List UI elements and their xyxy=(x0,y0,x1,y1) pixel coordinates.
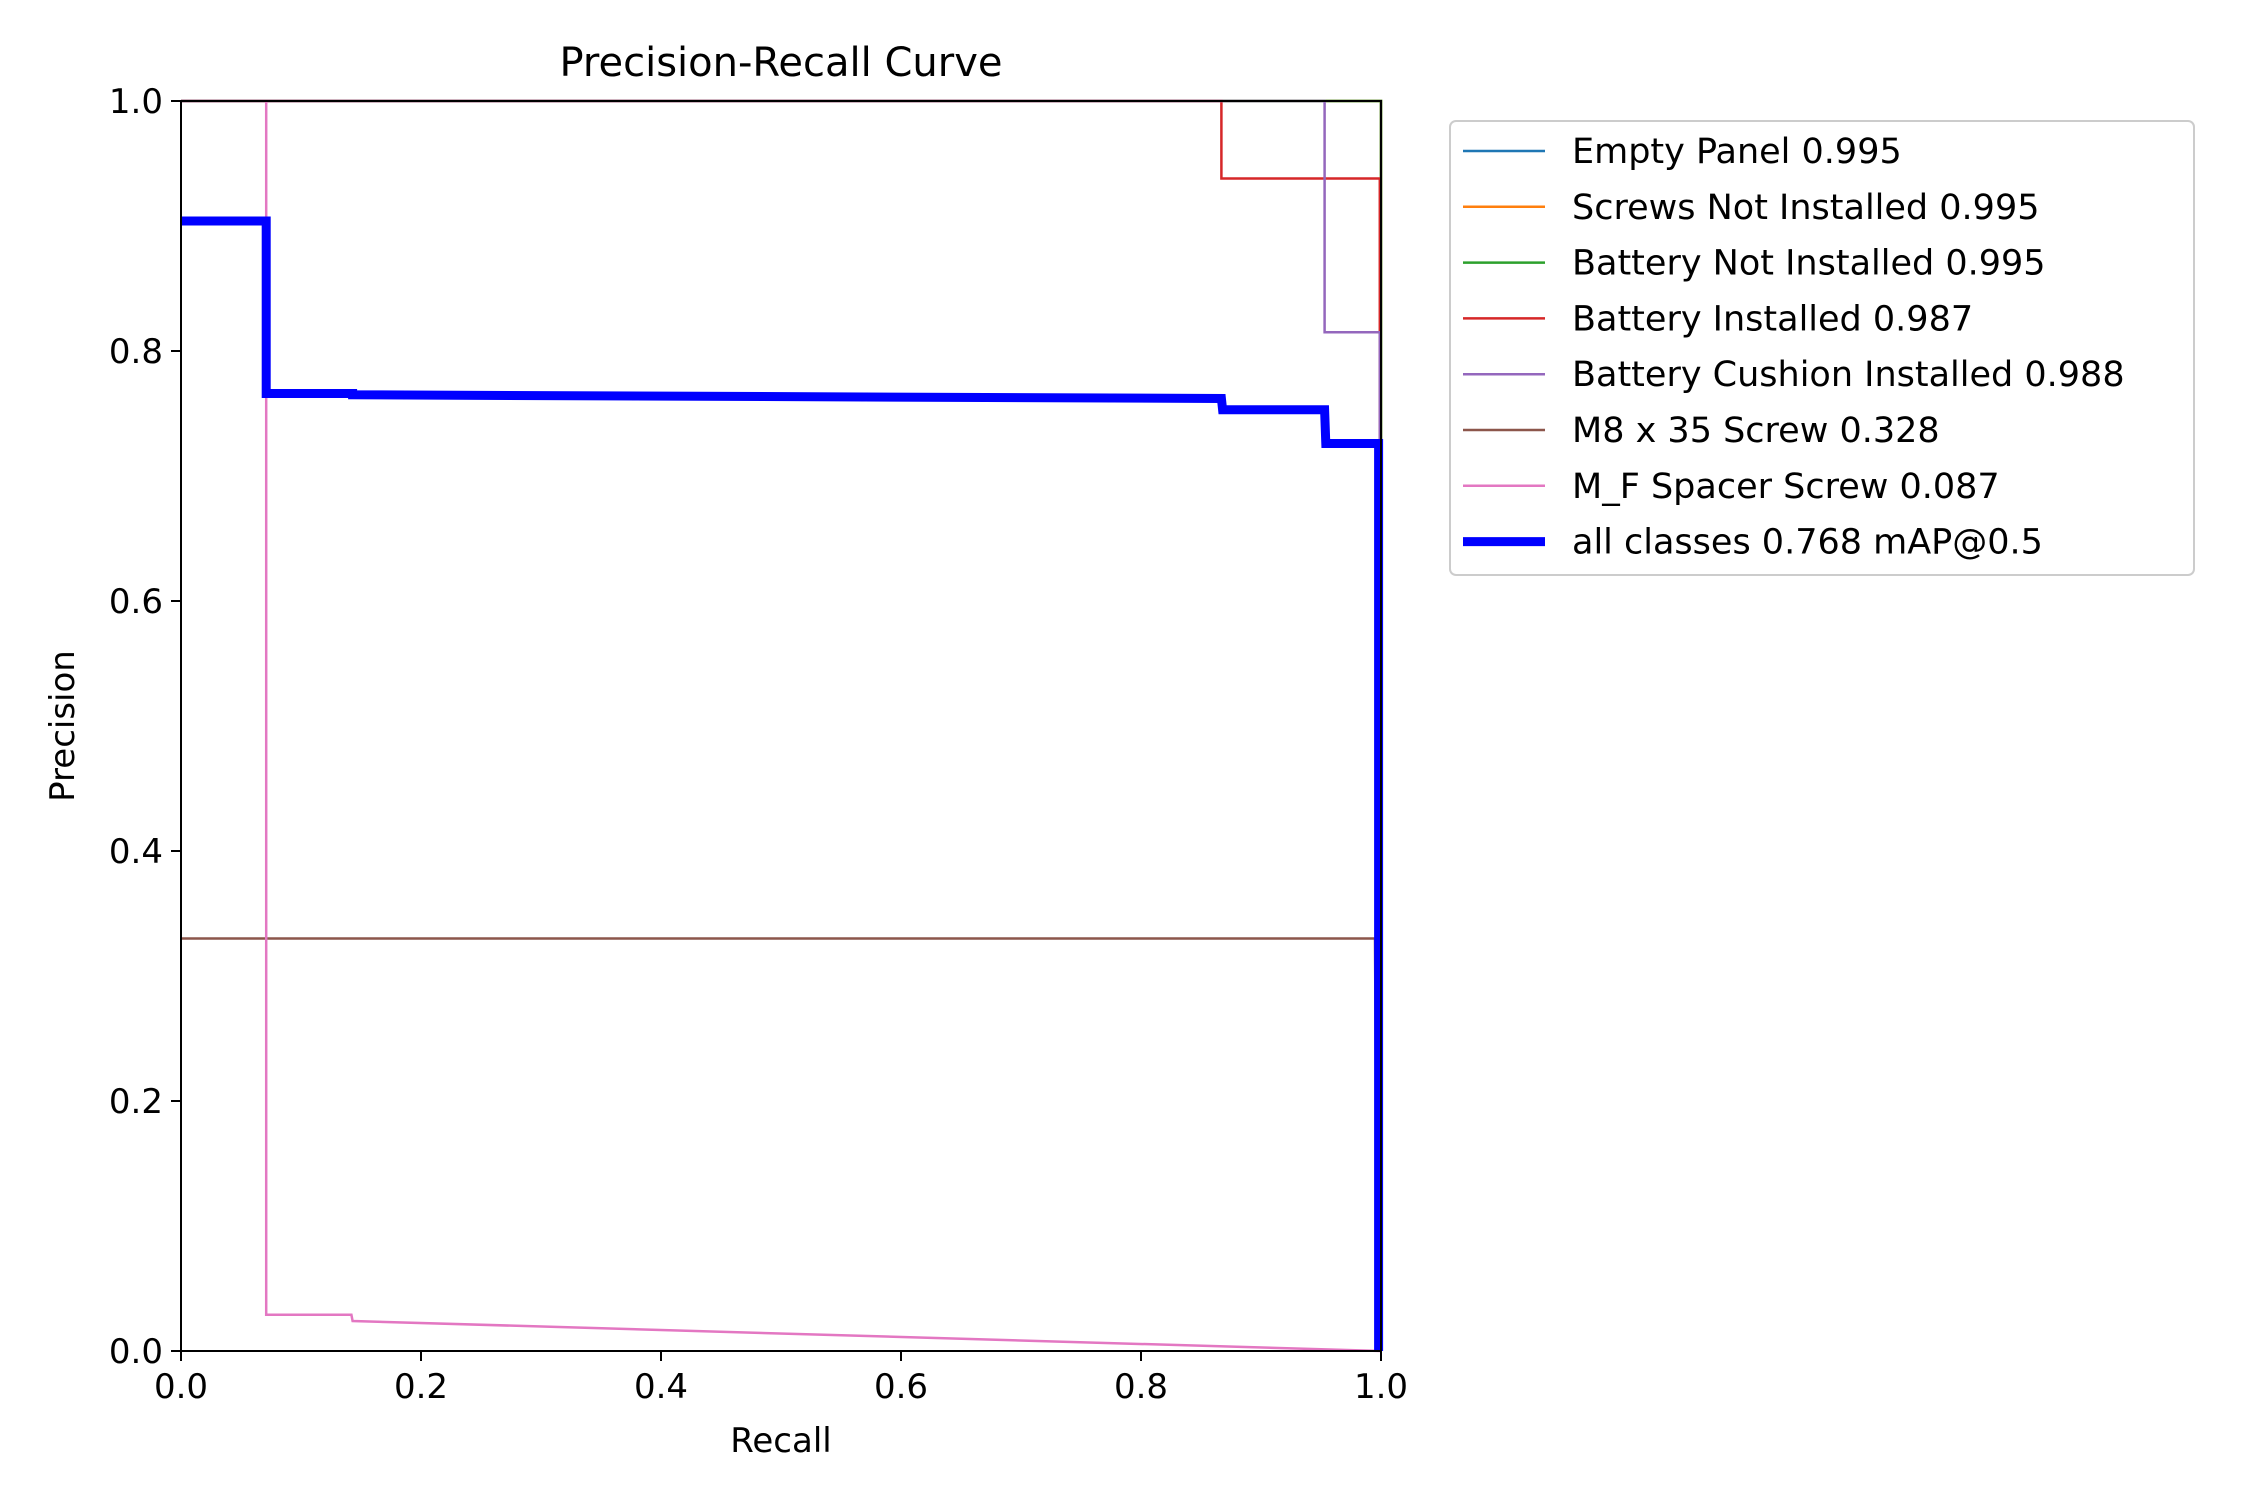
legend-label: M8 x 35 Screw 0.328 xyxy=(1572,411,1940,451)
legend-entry-empty-panel-0-995: Empty Panel 0.995 xyxy=(1463,132,1902,172)
y-tick-label: 0.2 xyxy=(109,1082,163,1122)
legend-label: M_F Spacer Screw 0.087 xyxy=(1572,467,2000,507)
legend-entry-battery-cushion-installed-0-988: Battery Cushion Installed 0.988 xyxy=(1463,355,2125,395)
y-axis: 0.0 0.2 0.4 0.6 0.8 1.0 xyxy=(109,82,181,1372)
x-tick-label: 0.2 xyxy=(394,1367,448,1407)
series-line-all-classes-0-768-map-0-5 xyxy=(181,216,1384,1351)
y-tick-label: 1.0 xyxy=(109,82,163,122)
chart-title: Precision-Recall Curve xyxy=(560,40,1003,86)
y-tick-label: 0.4 xyxy=(109,832,163,872)
legend-frame xyxy=(1449,120,2195,576)
legend: Empty Panel 0.995 Screws Not Installed 0.… xyxy=(1449,120,2195,576)
x-tick-label: 0.8 xyxy=(1114,1367,1168,1407)
x-axis: 0.0 0.2 0.4 0.6 0.8 1.0 xyxy=(154,1351,1408,1407)
x-tick-label: 0.0 xyxy=(154,1367,208,1407)
legend-label: Screws Not Installed 0.995 xyxy=(1572,188,2039,228)
legend-entry-battery-installed-0-987: Battery Installed 0.987 xyxy=(1463,299,1973,339)
legend-label: Empty Panel 0.995 xyxy=(1572,132,1902,172)
legend-label: Battery Not Installed 0.995 xyxy=(1572,244,2046,284)
legend-label: Battery Cushion Installed 0.988 xyxy=(1572,355,2125,395)
legend-label: Battery Installed 0.987 xyxy=(1572,299,1973,339)
legend-entry-m8-x-35-screw-0-328: M8 x 35 Screw 0.328 xyxy=(1463,411,1940,451)
legend-entry-m-f-spacer-screw-0-087: M_F Spacer Screw 0.087 xyxy=(1463,467,2000,507)
y-tick-label: 0.8 xyxy=(109,332,163,372)
y-axis-label: Precision xyxy=(43,650,83,802)
series-line-m-f-spacer-screw-0-087 xyxy=(264,101,1382,1353)
legend-entry-battery-not-installed-0-995: Battery Not Installed 0.995 xyxy=(1463,244,2046,284)
x-tick-label: 0.6 xyxy=(874,1367,928,1407)
x-tick-label: 1.0 xyxy=(1354,1367,1408,1407)
x-tick-label: 0.4 xyxy=(634,1367,688,1407)
legend-entries: Empty Panel 0.995 Screws Not Installed 0.… xyxy=(1463,132,2125,563)
legend-label: all classes 0.768 mAP@0.5 xyxy=(1572,523,2043,563)
x-axis-label: Recall xyxy=(730,1421,831,1461)
plot-frame xyxy=(180,100,1382,1352)
y-tick-label: 0.6 xyxy=(109,582,163,622)
y-tick-label: 0.0 xyxy=(109,1332,163,1372)
legend-entry-all-classes-0-768-map-0-5: all classes 0.768 mAP@0.5 xyxy=(1463,523,2043,563)
legend-entry-screws-not-installed-0-995: Screws Not Installed 0.995 xyxy=(1463,188,2039,228)
